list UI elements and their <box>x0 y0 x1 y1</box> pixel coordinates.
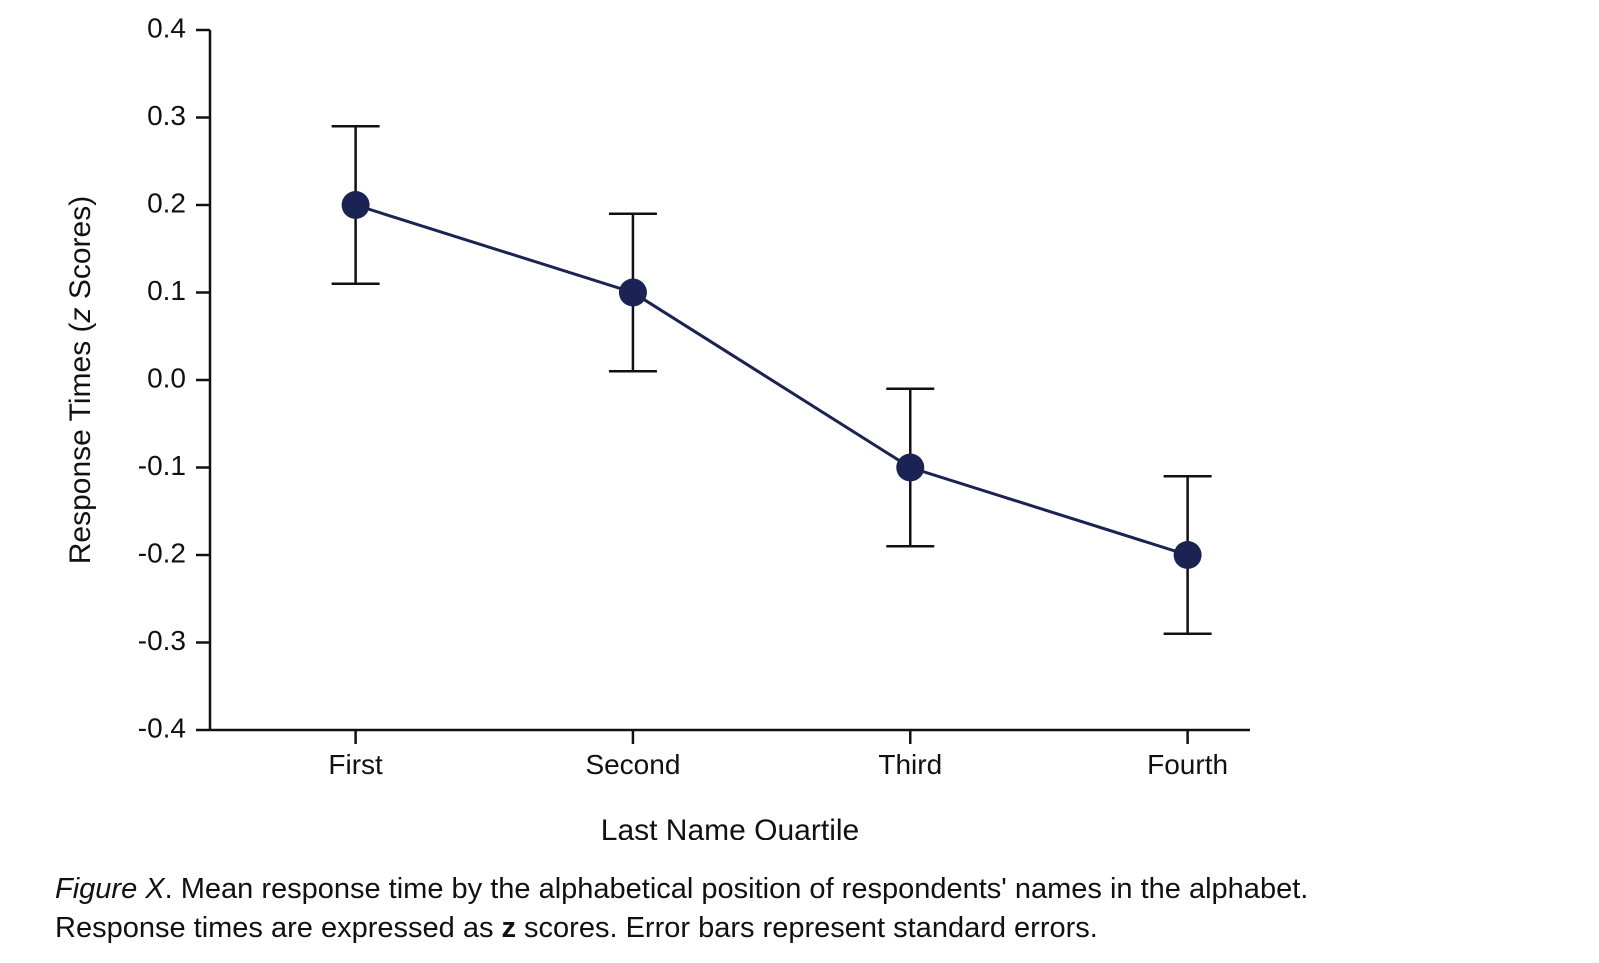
caption-line2-post: scores. Error bars represent standard er… <box>516 912 1098 944</box>
svg-text:Second: Second <box>585 749 680 780</box>
svg-text:-0.2: -0.2 <box>138 537 186 568</box>
svg-text:0.3: 0.3 <box>147 100 186 131</box>
caption-z-bold: z <box>502 912 517 944</box>
svg-text:0.4: 0.4 <box>147 12 186 43</box>
page: -0.4 -0.3 -0.2 -0.1 0.0 0.1 0.2 0.3 0.4 First Seco… <box>0 0 1599 963</box>
svg-text:-0.1: -0.1 <box>138 450 186 481</box>
chart-container: -0.4 -0.3 -0.2 -0.1 0.0 0.1 0.2 0.3 0.4 First Seco… <box>55 10 1315 845</box>
figure-label: Figure X <box>55 873 165 905</box>
svg-text:-0.3: -0.3 <box>138 625 186 656</box>
caption-line2-pre: Response times are expressed as <box>55 912 502 944</box>
svg-text:0.1: 0.1 <box>147 275 186 306</box>
svg-text:-0.4: -0.4 <box>138 712 186 743</box>
svg-text:Fourth: Fourth <box>1147 749 1228 780</box>
svg-text:First: First <box>328 749 383 780</box>
svg-text:0.2: 0.2 <box>147 187 186 218</box>
svg-text:Last Name Quartile: Last Name Quartile <box>601 814 859 840</box>
caption-line1: . Mean response time by the alphabetical… <box>165 873 1309 905</box>
svg-text:0.0: 0.0 <box>147 362 186 393</box>
figure-caption: Figure X. Mean response time by the alph… <box>55 870 1545 948</box>
svg-text:Response Times (z Scores): Response Times (z Scores) <box>64 196 97 564</box>
svg-text:Third: Third <box>878 749 942 780</box>
response-time-chart: -0.4 -0.3 -0.2 -0.1 0.0 0.1 0.2 0.3 0.4 First Seco… <box>55 10 1315 840</box>
